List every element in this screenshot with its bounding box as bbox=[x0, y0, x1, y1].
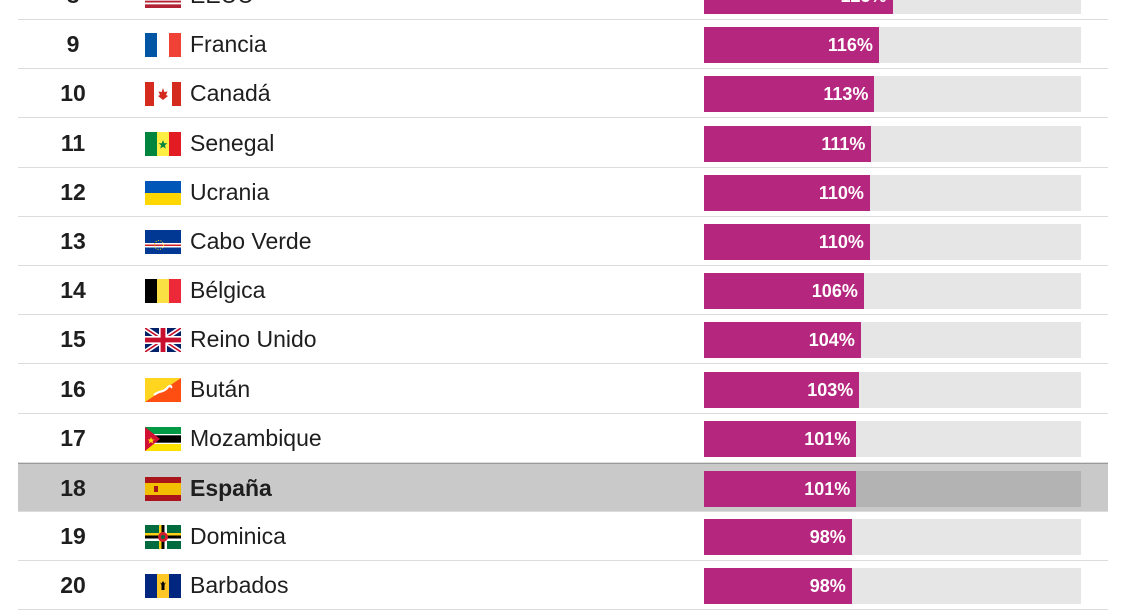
senegal-flag-icon bbox=[145, 131, 181, 156]
country-name: España bbox=[190, 475, 272, 501]
bar-track: 103% bbox=[704, 371, 1081, 408]
barbados-flag-icon bbox=[145, 574, 181, 599]
rank-number: 17 bbox=[60, 424, 86, 451]
rank-number: 18 bbox=[60, 475, 86, 501]
mozambique-flag-icon bbox=[145, 426, 181, 451]
rank-number: 19 bbox=[60, 523, 86, 550]
table-row-butan: 16 Bután 103% bbox=[18, 365, 1108, 414]
bar-track: 101% bbox=[704, 471, 1081, 507]
bar-francia: 116% bbox=[704, 27, 879, 64]
bar-belgica: 106% bbox=[704, 273, 864, 310]
table-row-ucrania: 12 Ucrania 110% bbox=[18, 168, 1108, 217]
data-label: 106% bbox=[811, 281, 858, 302]
bar-track: 113% bbox=[704, 76, 1081, 113]
data-label: 104% bbox=[808, 330, 855, 351]
bar-canada: 113% bbox=[704, 76, 875, 113]
dominica-flag-icon bbox=[145, 525, 181, 550]
bar-senegal: 111% bbox=[704, 125, 872, 162]
bar-ucrania: 110% bbox=[704, 174, 870, 211]
rank-number: 12 bbox=[60, 178, 86, 205]
bar-track: 111% bbox=[704, 125, 1081, 162]
country-name: Bután bbox=[190, 375, 251, 402]
bar-track: 125% bbox=[704, 0, 1081, 14]
table-row-francia: 9 Francia 116% bbox=[18, 20, 1108, 70]
bar-track: 98% bbox=[704, 568, 1081, 605]
data-label: 113% bbox=[823, 84, 869, 105]
bar-cabo-verde: 110% bbox=[704, 224, 870, 260]
bar-butan: 103% bbox=[704, 371, 860, 408]
country-name: Dominica bbox=[190, 523, 286, 550]
rank-number: 11 bbox=[60, 129, 86, 156]
table-row-dominica: 19 Dominica 98% bbox=[18, 512, 1108, 562]
bar-barbados: 98% bbox=[704, 568, 852, 605]
cape-verde-flag-icon bbox=[145, 230, 181, 254]
data-label: 116% bbox=[827, 35, 873, 56]
bar-mozambique: 101% bbox=[704, 420, 857, 457]
table-row-espana: 18 España 101% bbox=[18, 463, 1108, 512]
bar-reino-unido: 104% bbox=[704, 322, 861, 359]
table-row-reino-unido: 15 Reino Unido 104% bbox=[18, 315, 1108, 365]
country-name: Senegal bbox=[190, 129, 275, 156]
data-label: 101% bbox=[804, 428, 851, 449]
bar-eeuu: 125% bbox=[704, 0, 893, 14]
data-label: 101% bbox=[804, 479, 851, 499]
data-label: 110% bbox=[818, 182, 864, 203]
ranking-table: 8 EEUU 125% 9 Francia 116% 10 Canadá 113% 11 Seneg… bbox=[18, 0, 1108, 610]
country-name: Bélgica bbox=[190, 277, 266, 304]
table-row-belgica: 14 Bélgica 106% bbox=[18, 266, 1108, 316]
bar-espana: 101% bbox=[704, 471, 857, 507]
rank-number: 13 bbox=[60, 228, 86, 254]
country-name: Mozambique bbox=[190, 424, 322, 451]
rank-number: 8 bbox=[18, 0, 128, 19]
table-row-cabo-verde: 13 Cabo Verde 110% bbox=[18, 217, 1108, 266]
country-name: Reino Unido bbox=[190, 326, 317, 353]
bar-track: 98% bbox=[704, 519, 1081, 556]
rank-number: 9 bbox=[66, 31, 80, 58]
belgium-flag-icon bbox=[145, 279, 181, 304]
table-row-senegal: 11 Senegal 111% bbox=[18, 119, 1108, 168]
data-label: 110% bbox=[818, 232, 864, 252]
table-row-canada: 10 Canadá 113% bbox=[18, 69, 1108, 119]
country-name: Cabo Verde bbox=[190, 228, 312, 254]
bar-track: 110% bbox=[704, 224, 1081, 260]
canada-flag-icon bbox=[145, 82, 181, 107]
country-name: Ucrania bbox=[190, 178, 270, 205]
bar-dominica: 98% bbox=[704, 519, 852, 556]
bar-track: 104% bbox=[704, 322, 1081, 359]
table-row-eeuu: 8 EEUU 125% bbox=[18, 0, 1108, 20]
bar-track: 106% bbox=[704, 273, 1081, 310]
country-name: Barbados bbox=[190, 572, 289, 599]
country-name: Francia bbox=[190, 31, 267, 58]
usa-flag-icon bbox=[145, 0, 181, 8]
table-row-mozambique: 17 Mozambique 101% bbox=[18, 414, 1108, 463]
france-flag-icon bbox=[145, 33, 181, 58]
bar-track: 101% bbox=[704, 420, 1081, 457]
country-name: Canadá bbox=[190, 80, 271, 107]
rank-number: 20 bbox=[60, 572, 86, 599]
rank-number: 10 bbox=[60, 80, 86, 107]
uk-flag-icon bbox=[145, 328, 181, 353]
rank-number: 15 bbox=[60, 326, 86, 353]
data-label: 103% bbox=[807, 379, 854, 400]
rank-number: 16 bbox=[60, 375, 86, 402]
rank-number: 14 bbox=[60, 277, 86, 304]
spain-flag-icon bbox=[145, 477, 181, 501]
data-label: 111% bbox=[821, 133, 866, 154]
bhutan-flag-icon bbox=[145, 377, 181, 402]
ukraine-flag-icon bbox=[145, 180, 181, 205]
data-label: 98% bbox=[809, 576, 846, 597]
table-row-barbados: 20 Barbados 98% bbox=[18, 561, 1108, 610]
bar-track: 116% bbox=[704, 27, 1081, 64]
country-name: EEUU bbox=[190, 0, 254, 19]
data-label: 98% bbox=[809, 527, 846, 548]
bar-track: 110% bbox=[704, 174, 1081, 211]
data-label: 125% bbox=[840, 0, 886, 14]
